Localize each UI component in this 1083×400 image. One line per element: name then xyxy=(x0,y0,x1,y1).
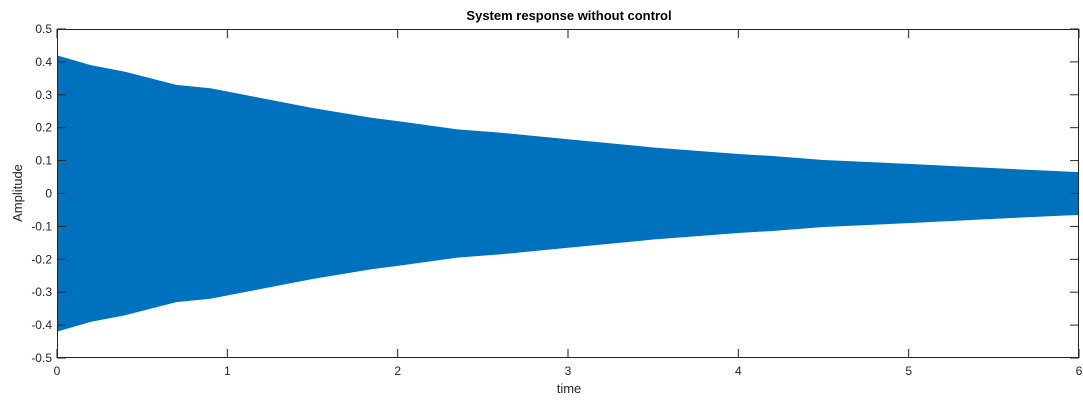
x-tick-label: 5 xyxy=(905,364,912,378)
y-axis-label: Amplitude xyxy=(10,164,25,222)
y-tick-label: 0.5 xyxy=(35,22,52,36)
y-tick-label: -0.3 xyxy=(31,285,52,299)
axis-ticks: 0 1 2 3 4 5 6 -0.5 -0.4 -0.3 -0.2 -0.1 0 0.1 0.2 0.3 0.4… xyxy=(31,22,1082,378)
x-tick-label: 4 xyxy=(735,364,742,378)
y-tick-label: -0.5 xyxy=(31,351,52,365)
x-tick-label: 3 xyxy=(565,364,572,378)
chart-title: System response without control xyxy=(466,8,671,23)
x-axis-label: time xyxy=(557,381,582,396)
y-tick-label: -0.2 xyxy=(31,252,52,266)
series-envelope-area xyxy=(57,55,1079,332)
y-tick-label: -0.4 xyxy=(31,318,52,332)
y-tick-label: 0.3 xyxy=(35,88,52,102)
y-tick-label: -0.1 xyxy=(31,219,52,233)
y-tick-label: 0.1 xyxy=(35,154,52,168)
x-tick-label: 1 xyxy=(224,364,231,378)
y-tick-label: 0.2 xyxy=(35,121,52,135)
y-tick-label: 0 xyxy=(45,187,52,201)
x-tick-label: 0 xyxy=(54,364,61,378)
axes-box xyxy=(57,29,1079,358)
y-tick-label: 0.4 xyxy=(35,55,52,69)
x-tick-label: 2 xyxy=(394,364,401,378)
x-tick-label: 6 xyxy=(1076,364,1083,378)
plot-area xyxy=(57,29,1079,358)
